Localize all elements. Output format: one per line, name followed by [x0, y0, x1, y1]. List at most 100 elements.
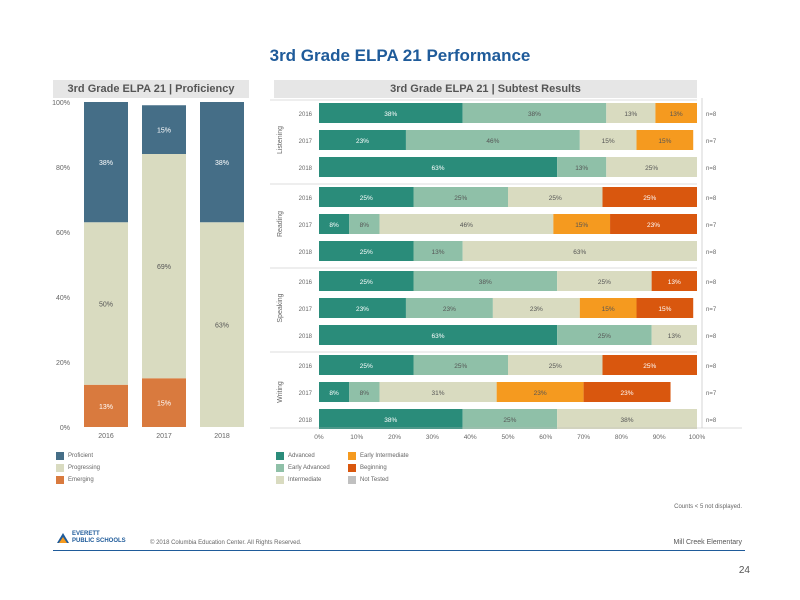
row-year-label: 2017	[299, 223, 313, 229]
bar-segment	[462, 103, 607, 123]
bar-segment	[462, 409, 558, 429]
bar-value-label: 63%	[573, 249, 586, 256]
legend-swatch	[276, 476, 284, 484]
x-tick-label: 90%	[653, 434, 666, 441]
bar-segment	[651, 325, 697, 345]
y-tick-label: 60%	[56, 230, 70, 237]
x-tick-label: 50%	[501, 434, 514, 441]
bar-value-label: 23%	[530, 306, 543, 313]
bar-value-label: 13%	[670, 111, 683, 118]
bar-value-label: 38%	[99, 160, 113, 167]
footer-rule	[53, 550, 745, 551]
bar-segment	[583, 382, 671, 402]
row-year-label: 2018	[299, 334, 313, 340]
logo-text: EVERETT PUBLIC SCHOOLS	[72, 531, 126, 545]
legend-swatch	[348, 476, 356, 484]
row-count-label: n=8	[706, 364, 717, 370]
bar-value-label: 23%	[647, 222, 660, 229]
bar-value-label: 63%	[432, 165, 445, 172]
row-year-label: 2018	[299, 166, 313, 172]
bar-segment	[413, 271, 558, 291]
bar-value-label: 25%	[454, 363, 467, 370]
y-tick-label: 0%	[60, 425, 70, 432]
bar-segment	[413, 355, 508, 375]
bar-segment	[319, 130, 406, 150]
bar-value-label: 13%	[668, 333, 681, 340]
bar-value-label: 25%	[643, 363, 656, 370]
bar-segment	[379, 382, 497, 402]
bar-segment	[651, 271, 697, 291]
bar-value-label: 46%	[460, 222, 473, 229]
row-year-label: 2018	[299, 250, 313, 256]
bar-value-label: 13%	[575, 165, 588, 172]
bar-value-label: 15%	[602, 306, 615, 313]
bar-segment	[602, 355, 697, 375]
bar-segment	[319, 157, 558, 177]
bar-segment	[84, 384, 128, 427]
bar-segment	[413, 187, 508, 207]
bar-segment	[496, 382, 584, 402]
x-tick-label: 20%	[388, 434, 401, 441]
group-label: Reading	[277, 211, 284, 237]
legend-label: Not Tested	[360, 477, 389, 483]
proficiency-panel-title: 3rd Grade ELPA 21 | Proficiency	[53, 80, 249, 98]
bar-value-label: 38%	[621, 417, 634, 424]
legend-label: Advanced	[288, 453, 315, 459]
bar-value-label: 15%	[602, 138, 615, 145]
x-tick-label: 10%	[350, 434, 363, 441]
bar-segment	[606, 157, 697, 177]
bar-value-label: 25%	[549, 195, 562, 202]
bar-value-label: 15%	[658, 306, 671, 313]
bar-value-label: 25%	[645, 165, 658, 172]
bar-value-label: 13%	[432, 249, 445, 256]
bar-value-label: 15%	[575, 222, 588, 229]
bar-segment	[319, 241, 414, 261]
group-label: Speaking	[277, 293, 284, 322]
row-count-label: n=8	[706, 418, 717, 424]
bar-value-label: 23%	[356, 138, 369, 145]
row-year-label: 2017	[299, 391, 313, 397]
legend-swatch	[56, 452, 64, 460]
row-year-label: 2017	[299, 139, 313, 145]
page-number: 24	[738, 565, 750, 576]
bar-segment	[557, 271, 652, 291]
bar-segment	[579, 130, 637, 150]
bar-segment	[319, 298, 406, 318]
bar-value-label: 8%	[329, 222, 339, 229]
legend-label: Intermediate	[288, 477, 322, 483]
bar-segment	[579, 298, 637, 318]
bar-value-label: 25%	[360, 195, 373, 202]
bar-segment	[405, 130, 580, 150]
bar-segment	[610, 214, 697, 234]
bar-segment	[405, 298, 493, 318]
bar-value-label: 25%	[360, 279, 373, 286]
bar-value-label: 25%	[360, 249, 373, 256]
bar-value-label: 23%	[534, 390, 547, 397]
bar-value-label: 15%	[157, 401, 171, 408]
bar-segment	[636, 130, 694, 150]
row-count-label: n=8	[706, 196, 717, 202]
y-tick-label: 80%	[56, 165, 70, 172]
bar-value-label: 8%	[360, 222, 370, 229]
bar-value-label: 38%	[384, 417, 397, 424]
legend-swatch	[56, 476, 64, 484]
legend-swatch	[276, 452, 284, 460]
bar-segment	[319, 382, 350, 402]
subtest-legend: Advanced Early Advanced Intermediate Ear…	[276, 452, 456, 492]
group-label: Listening	[277, 126, 284, 154]
bar-segment	[508, 355, 603, 375]
bar-segment	[557, 157, 607, 177]
bar-segment	[200, 222, 244, 427]
x-tick-label: 2017	[156, 433, 172, 440]
logo-line-1: EVERETT	[72, 531, 100, 537]
row-year-label: 2016	[299, 196, 313, 202]
row-count-label: n=7	[706, 223, 717, 229]
bar-value-label: 38%	[384, 111, 397, 118]
bar-value-label: 46%	[486, 138, 499, 145]
x-tick-label: 40%	[464, 434, 477, 441]
legend-swatch	[348, 464, 356, 472]
bar-value-label: 25%	[549, 363, 562, 370]
bar-segment	[319, 214, 350, 234]
bar-segment	[602, 187, 697, 207]
bar-value-label: 25%	[360, 363, 373, 370]
